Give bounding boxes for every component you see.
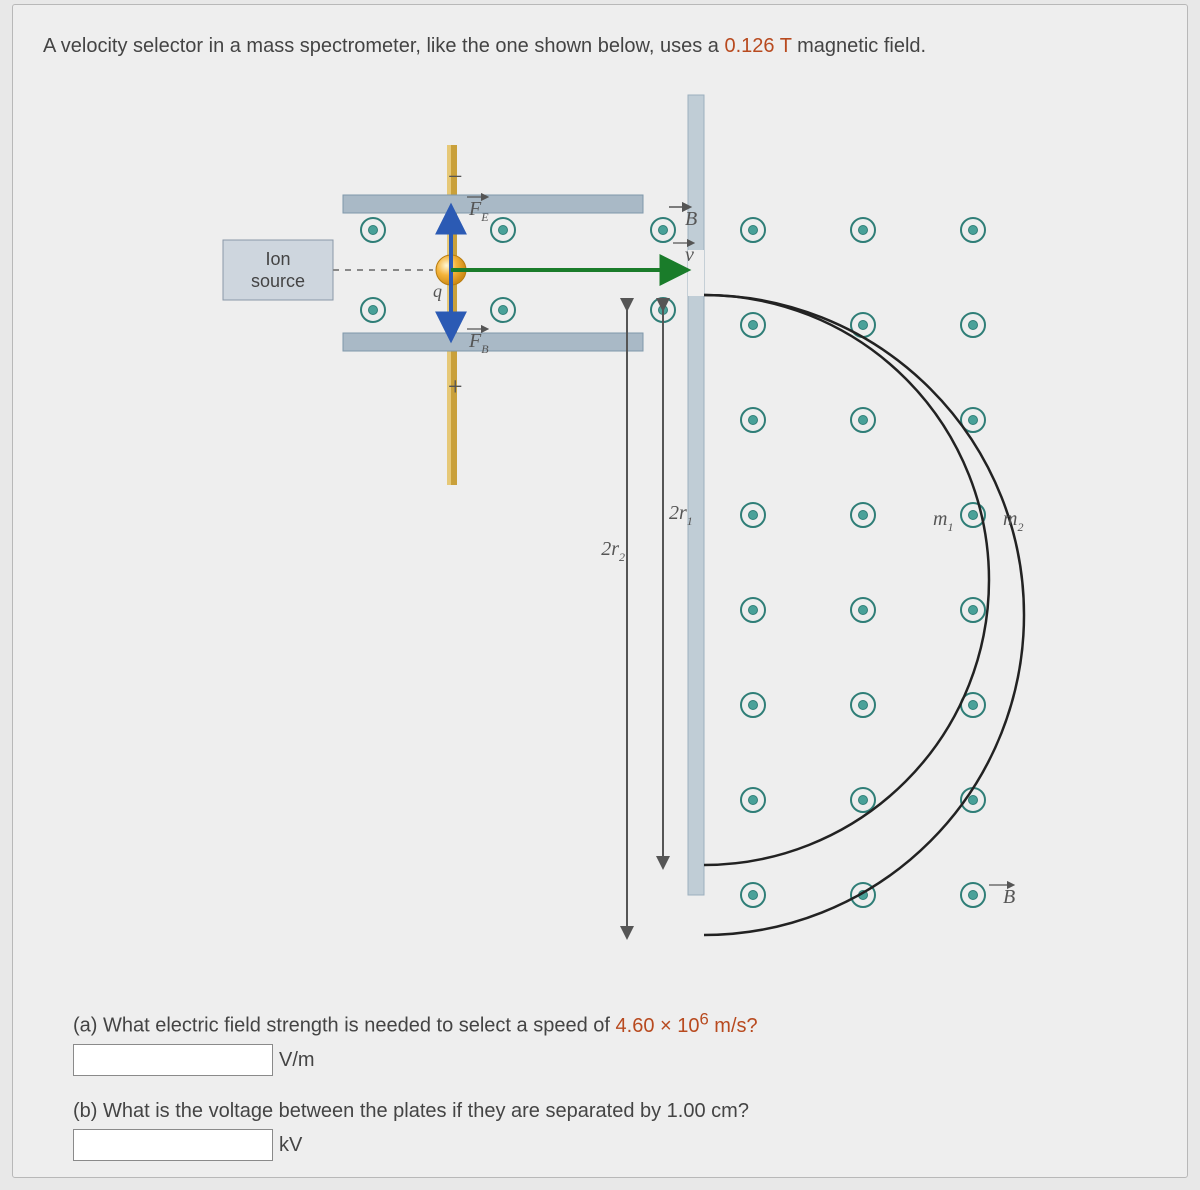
field-dots-right xyxy=(741,218,985,907)
intro-pre: A velocity selector in a mass spectromet… xyxy=(43,35,724,57)
part-b-text: (b) What is the voltage between the plat… xyxy=(73,1100,1147,1123)
question-intro: A velocity selector in a mass spectromet… xyxy=(43,35,1157,58)
mass-spectrometer-diagram: − + Ion source B q xyxy=(133,85,1083,955)
intro-post: magnetic field. xyxy=(792,35,927,57)
ion-source-label-1: Ion xyxy=(265,249,290,269)
v-label: v xyxy=(685,244,694,266)
arc-m2 xyxy=(704,295,1024,935)
answer-b-unit: kV xyxy=(279,1134,302,1157)
B-label-bottom: B xyxy=(1003,886,1015,908)
two-r2-label: 2r2 xyxy=(601,538,625,564)
plus-label: + xyxy=(446,372,464,401)
answer-b-input[interactable] xyxy=(73,1129,273,1161)
m1-label: m1 xyxy=(933,508,953,534)
B-label-top: B xyxy=(685,208,697,230)
part-a-text: (a) What electric field strength is need… xyxy=(73,1009,1147,1038)
q-label: q xyxy=(433,281,442,301)
ion-source-label-2: source xyxy=(251,271,305,291)
answer-a-input[interactable] xyxy=(73,1044,273,1076)
answer-a-unit: V/m xyxy=(279,1049,315,1072)
arc-m1 xyxy=(704,295,989,865)
intro-B: 0.126 T xyxy=(724,35,791,57)
minus-label: − xyxy=(446,162,464,191)
